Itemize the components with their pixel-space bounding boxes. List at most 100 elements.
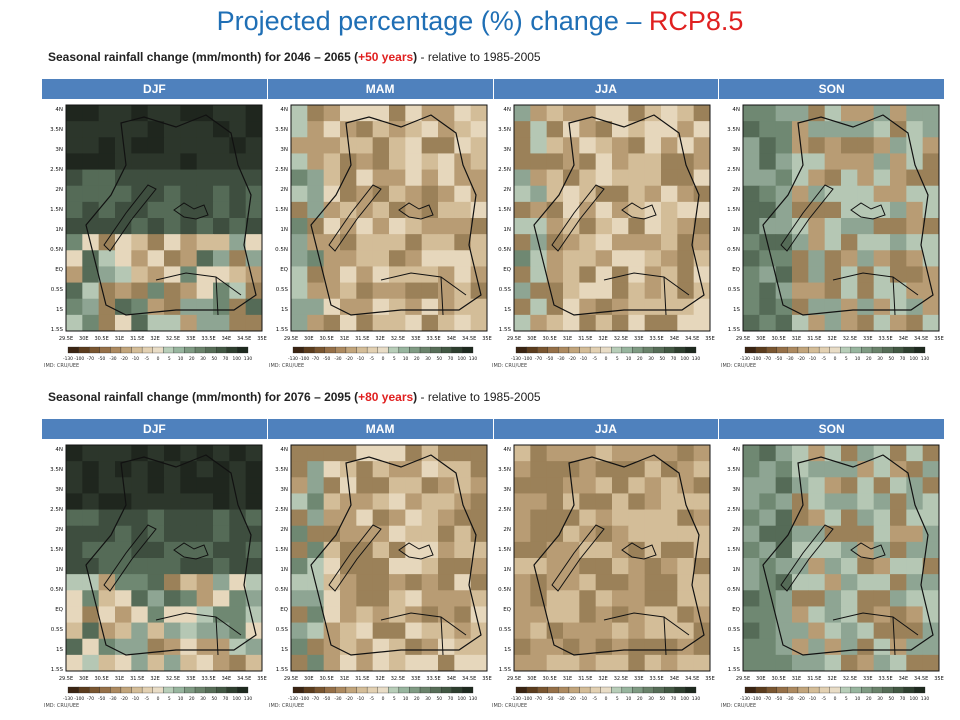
colorbar-label: 50	[436, 356, 442, 362]
latitude-label: 1N	[55, 227, 63, 233]
colorbar-swatch	[152, 346, 164, 354]
longitude-label: 34E	[899, 336, 909, 342]
lake-victoria-shore	[155, 272, 242, 316]
colorbar-swatch	[462, 686, 474, 694]
colorbar-label: 50	[211, 696, 217, 702]
latitude-label: 1S	[56, 307, 63, 313]
latitude-label: 1.5N	[50, 207, 63, 213]
colorbar-swatch	[621, 346, 633, 354]
colorbar-label: 70	[671, 696, 677, 702]
colorbar-label: 0	[157, 696, 160, 702]
colorbar-swatch	[184, 346, 196, 354]
longitude-label: 31.5E	[130, 336, 144, 342]
longitude-label: 34.5E	[237, 336, 251, 342]
colorbar-label: -20	[569, 356, 576, 362]
colorbar-swatch	[621, 686, 633, 694]
longitude-label: 30.5E	[94, 676, 108, 682]
longitude-label: 35E	[705, 676, 715, 682]
colorbar-swatch	[632, 346, 644, 354]
longitude-label: 34E	[447, 676, 457, 682]
longitude-label: 31.5E	[130, 676, 144, 682]
latitude-label: 1N	[55, 567, 63, 573]
subtitle-post: )	[413, 390, 421, 404]
colorbar-swatch	[664, 346, 675, 354]
colorbar-label: -20	[121, 696, 128, 702]
colorbar-swatch	[205, 346, 217, 354]
colorbar-label: -5	[593, 356, 598, 362]
colorbar-label: 5	[616, 356, 619, 362]
longitude-label: 33.5E	[426, 336, 440, 342]
longitude-label: 32.5E	[614, 676, 628, 682]
longitude-label: 34.5E	[462, 676, 476, 682]
longitude-label: 30.5E	[94, 336, 108, 342]
colorbar-swatch	[173, 346, 185, 354]
longitude-label: 34E	[222, 336, 232, 342]
longitude-label: 30E	[527, 676, 537, 682]
longitude-label: 34.5E	[914, 676, 928, 682]
colorbar-swatch	[861, 686, 873, 694]
country-border	[85, 114, 257, 316]
latitude-label: 0.5S	[51, 627, 64, 633]
colorbar-swatch	[216, 686, 227, 694]
map-credit: IMD: CRU/UEE	[721, 363, 757, 369]
colorbar-swatch	[600, 686, 612, 694]
colorbar-label: -30	[334, 696, 341, 702]
colorbar-swatch	[744, 346, 756, 354]
colorbar-label: -50	[546, 696, 553, 702]
colorbar-label: -50	[98, 696, 105, 702]
latitude-label: EQ	[280, 267, 288, 273]
longitude-label: 32E	[598, 676, 608, 682]
country-border	[762, 454, 934, 656]
colorbar-swatch	[419, 346, 431, 354]
colorbar-swatch	[441, 346, 452, 354]
latitude-label: 2.5N	[50, 167, 63, 173]
colorbar-label: 130	[469, 356, 478, 362]
grid-cells	[743, 105, 940, 332]
latitude-label: 2.5N	[50, 507, 63, 513]
longitude-label: 30E	[756, 676, 766, 682]
grid-cells	[291, 105, 488, 332]
longitude-label: 34E	[447, 336, 457, 342]
longitude-label: 35E	[257, 676, 267, 682]
colorbar-swatch	[388, 686, 400, 694]
colorbar-swatch	[653, 346, 665, 354]
colorbar-swatch	[67, 686, 79, 694]
colorbar-swatch	[787, 346, 799, 354]
latitude-label: 3.5N	[498, 467, 511, 473]
lake-victoria-shore	[603, 612, 690, 656]
colorbar-swatch	[653, 686, 665, 694]
colorbar-swatch	[89, 346, 100, 354]
colorbar-swatch	[131, 346, 143, 354]
colorbar-label: 0	[834, 696, 837, 702]
colorbar-swatch	[797, 346, 809, 354]
country-border	[310, 114, 482, 316]
colorbar-swatch	[120, 346, 132, 354]
latitude-label: 4N	[55, 107, 63, 113]
latitude-label: 4N	[55, 447, 63, 453]
longitude-label: 35E	[257, 336, 267, 342]
colorbar	[744, 686, 926, 694]
longitude-label: 33E	[411, 676, 421, 682]
rainfall-map-panel: 4N 3.5N 3N 2.5N 2N 1.5N 1N 0.5N EQ 0.5S 1S 1.5S 29.5…	[42, 101, 267, 373]
subtitle-post: )	[413, 50, 421, 64]
colorbar-label: 30	[648, 356, 654, 362]
colorbar-label: -30	[557, 356, 564, 362]
colorbar-label: 5	[168, 356, 171, 362]
longitude-label: 30.5E	[319, 336, 333, 342]
longitude-label: 32.5E	[391, 336, 405, 342]
colorbar-label: -70	[764, 356, 771, 362]
longitude-label: 30.5E	[542, 676, 556, 682]
longitude-label: 33.5E	[878, 676, 892, 682]
colorbar-swatch	[744, 686, 756, 694]
latitude-label: 0.5S	[51, 287, 64, 293]
longitude-label: 34.5E	[462, 336, 476, 342]
colorbar-swatch	[766, 686, 777, 694]
latitude-label: 0.5N	[498, 587, 511, 593]
lake-albert-outline	[328, 524, 382, 592]
colorbar-swatch	[303, 686, 315, 694]
lake-kyoga-outline	[173, 202, 209, 220]
colorbar-label: -10	[132, 356, 139, 362]
colorbar-label: 50	[888, 356, 894, 362]
longitude-label: 35E	[934, 336, 944, 342]
colorbar-label: 130	[244, 696, 253, 702]
